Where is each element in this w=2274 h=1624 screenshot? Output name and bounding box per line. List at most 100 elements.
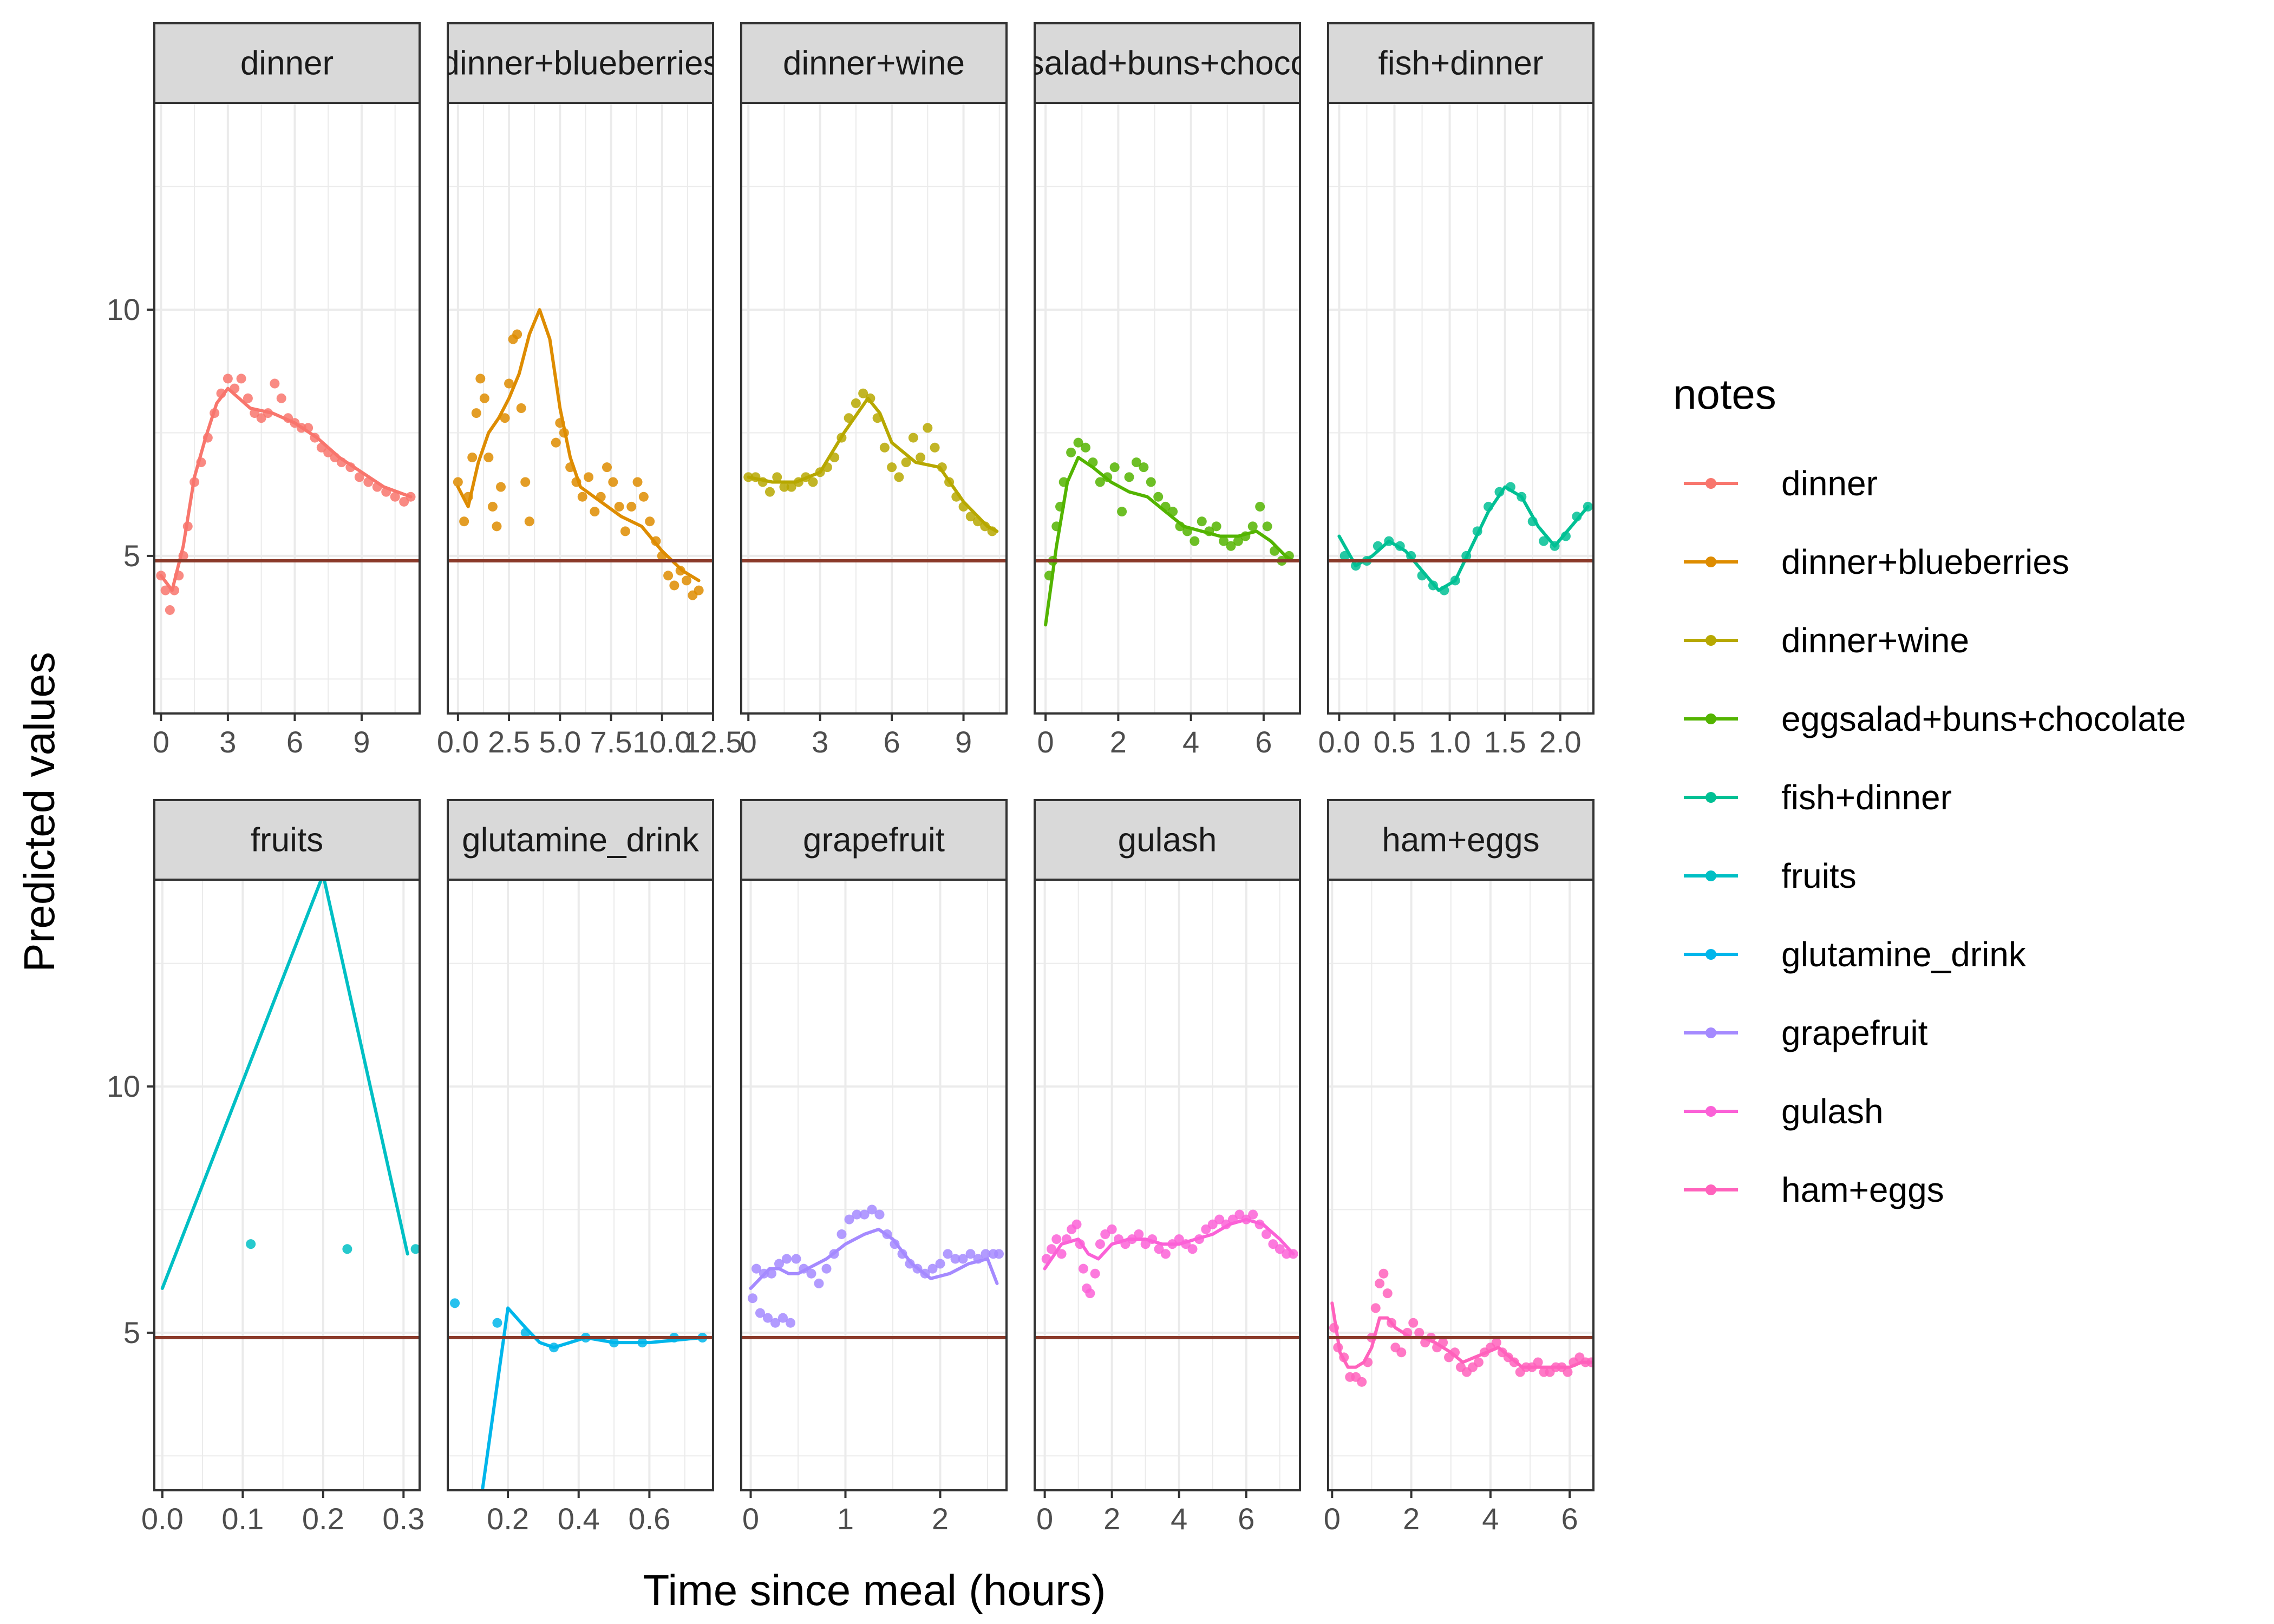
legend-key-point xyxy=(1706,792,1716,803)
data-point xyxy=(872,413,883,423)
y-tick-label: 5 xyxy=(123,1315,140,1350)
data-point xyxy=(657,551,667,561)
x-tick-label: 0.1 xyxy=(221,1502,264,1536)
series-line-gulash xyxy=(1043,1217,1295,1271)
data-point xyxy=(806,1268,816,1279)
data-point xyxy=(500,413,510,423)
data-point xyxy=(923,423,933,433)
data-point xyxy=(230,383,240,394)
panel-dinner: dinner 0 3 6 9 xyxy=(153,22,421,759)
data-point xyxy=(1190,536,1200,546)
data-point xyxy=(1109,462,1120,473)
data-point xyxy=(791,1254,801,1264)
data-point xyxy=(492,1318,502,1328)
panel-eggsalad-buns-chocolate: eggsalad+buns+chocolate 0 2 4 6 xyxy=(1034,22,1301,759)
data-point xyxy=(246,1239,256,1249)
data-point xyxy=(410,1244,420,1254)
data-point xyxy=(1517,492,1527,502)
data-point xyxy=(1505,482,1515,492)
data-point xyxy=(1047,1244,1057,1254)
y-tick-label: 10 xyxy=(107,1069,140,1103)
data-point xyxy=(912,1263,923,1274)
x-tick-label: 0.6 xyxy=(628,1502,670,1536)
data-point xyxy=(1139,462,1149,473)
data-point xyxy=(1275,1244,1285,1254)
data-point xyxy=(1450,575,1460,586)
x-tick-label: 1.5 xyxy=(1484,725,1526,759)
data-point xyxy=(330,452,340,462)
x-tick-label: 9 xyxy=(353,725,370,759)
data-point xyxy=(1124,472,1134,482)
gridlines xyxy=(154,103,420,713)
data-layer xyxy=(748,1204,1004,1328)
data-point xyxy=(1527,516,1538,527)
data-point xyxy=(626,501,637,512)
data-point xyxy=(1241,1214,1251,1224)
data-point xyxy=(1167,1239,1178,1249)
data-point xyxy=(750,472,761,482)
data-point xyxy=(815,467,825,477)
facet-panels: dinner 0 3 6 9 dinner+blueberries 0.0 2.5 5.0 7.5… xyxy=(141,22,1595,1536)
data-point xyxy=(316,442,326,453)
data-point xyxy=(782,1254,792,1264)
data-point xyxy=(1494,487,1505,497)
data-point xyxy=(1248,1209,1258,1220)
data-point xyxy=(779,482,789,492)
data-point xyxy=(520,1327,531,1338)
data-point xyxy=(1154,1244,1164,1254)
gridlines xyxy=(1035,880,1300,1490)
data-point xyxy=(1270,546,1280,556)
data-point xyxy=(943,1249,953,1259)
data-point xyxy=(1417,571,1427,581)
x-tick-label: 6 xyxy=(286,725,303,759)
data-point xyxy=(651,536,661,546)
data-point xyxy=(1175,521,1185,532)
data-point xyxy=(354,472,364,482)
x-tick-label: 0.2 xyxy=(487,1502,529,1536)
data-point xyxy=(1233,536,1243,546)
x-tick-label: 0 xyxy=(1324,1502,1341,1536)
data-point xyxy=(1378,1268,1389,1279)
data-point xyxy=(822,462,832,473)
data-point xyxy=(743,472,754,482)
x-tick-label: 6 xyxy=(884,725,900,759)
data-point xyxy=(1438,1338,1448,1348)
data-point xyxy=(381,487,391,497)
data-point xyxy=(1102,472,1113,482)
data-point xyxy=(1473,1357,1484,1367)
data-point xyxy=(1207,1219,1218,1229)
x-tick-label: 6 xyxy=(1238,1502,1254,1536)
facet-strip xyxy=(740,22,1008,104)
data-point xyxy=(1061,1234,1071,1245)
gridlines xyxy=(1328,880,1593,1490)
legend-key-point xyxy=(1706,478,1716,489)
data-point xyxy=(663,571,674,581)
data-point xyxy=(1085,1288,1095,1299)
gridlines xyxy=(1328,103,1593,713)
data-point xyxy=(406,492,416,502)
data-point xyxy=(1107,1224,1117,1234)
data-point xyxy=(973,1254,983,1264)
data-point xyxy=(614,501,624,512)
data-point xyxy=(994,1249,1004,1259)
data-point xyxy=(363,477,374,487)
data-point xyxy=(1140,1239,1151,1249)
data-point xyxy=(1204,526,1214,536)
gridlines xyxy=(448,880,713,1490)
series-line-grapefruit xyxy=(749,1227,999,1290)
gridlines xyxy=(741,880,1007,1490)
data-point xyxy=(512,329,522,339)
data-point xyxy=(1382,1288,1393,1299)
data-point xyxy=(958,501,969,512)
gridlines xyxy=(741,103,1007,713)
facet-strip-label: dinner+wine xyxy=(783,45,965,82)
data-point xyxy=(1095,477,1105,487)
data-point xyxy=(471,408,481,418)
panel-gulash: gulash 0 2 4 6 xyxy=(1034,799,1301,1536)
x-tick-label: 7.5 xyxy=(590,725,632,759)
series-line-eggsalad-buns-chocolate xyxy=(1044,456,1295,627)
y-axis-row-1: 5 10 xyxy=(107,292,154,573)
data-point xyxy=(1384,536,1394,546)
data-point xyxy=(1197,516,1207,527)
